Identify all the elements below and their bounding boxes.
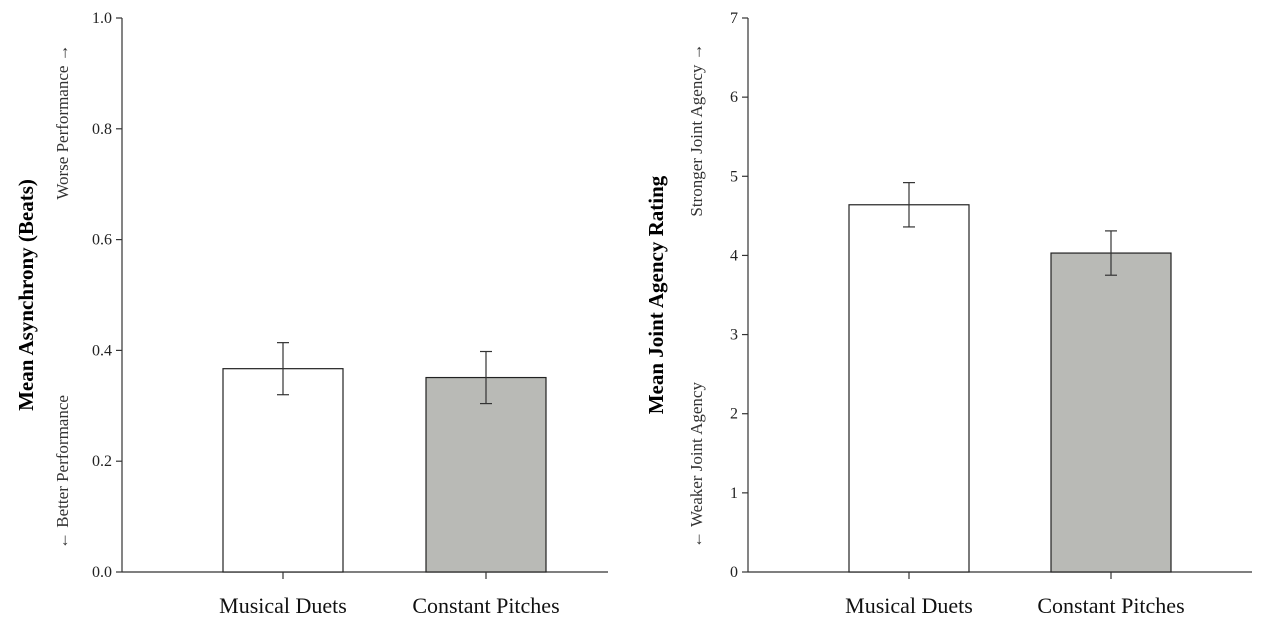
y-tick-label: 7 xyxy=(730,10,738,27)
category-labels: Musical Duets Constant Pitches xyxy=(219,593,559,618)
y-tick-label: 3 xyxy=(730,327,738,344)
y-axis-high-label: Stronger Joint Agency → xyxy=(687,43,706,216)
y-axis-low-label: ← Better Performance xyxy=(53,395,72,549)
y-axis-title: Mean Joint Agency Rating xyxy=(644,175,668,414)
y-tick-label: 4 xyxy=(730,247,738,264)
asynchrony-chart: 0.0 0.2 0.4 0.6 0.8 1.0 Musical Duets Constant… xyxy=(14,10,608,618)
y-tick-label: 0.8 xyxy=(92,121,112,138)
bar-constant-pitches xyxy=(1050,252,1172,573)
bar-constant-pitches xyxy=(425,376,547,573)
y-tick-label: 0.6 xyxy=(92,232,112,249)
bars xyxy=(222,342,547,579)
y-tick-label: 0 xyxy=(730,564,738,581)
y-ticks: 0 1 2 3 4 5 6 7 xyxy=(730,10,748,581)
y-ticks: 0.0 0.2 0.4 0.6 0.8 1.0 xyxy=(92,10,122,581)
y-axis-title: Mean Asynchrony (Beats) xyxy=(14,179,38,411)
x-tick-label: Constant Pitches xyxy=(1037,593,1184,618)
category-labels: Musical Duets Constant Pitches xyxy=(845,593,1184,618)
joint-agency-chart: 0 1 2 3 4 5 6 7 Musical Duets Constant Pitches M… xyxy=(644,10,1252,618)
bars xyxy=(848,182,1172,579)
y-tick-label: 1 xyxy=(730,485,738,502)
bar-musical-duets xyxy=(222,368,344,573)
x-tick-label: Constant Pitches xyxy=(412,593,559,618)
y-tick-label: 0.4 xyxy=(92,342,112,359)
x-tick-label: Musical Duets xyxy=(845,593,973,618)
y-tick-label: 0.2 xyxy=(92,453,112,470)
y-axis-low-label: ← Weaker Joint Agency xyxy=(687,382,706,548)
y-tick-label: 0.0 xyxy=(92,564,112,581)
y-tick-label: 1.0 xyxy=(92,10,112,27)
y-tick-label: 5 xyxy=(730,168,738,185)
y-tick-label: 6 xyxy=(730,89,738,106)
y-axis-high-label: Worse Performance → xyxy=(53,44,72,199)
x-tick-label: Musical Duets xyxy=(219,593,347,618)
y-tick-label: 2 xyxy=(730,406,738,423)
bar-musical-duets xyxy=(848,204,970,573)
